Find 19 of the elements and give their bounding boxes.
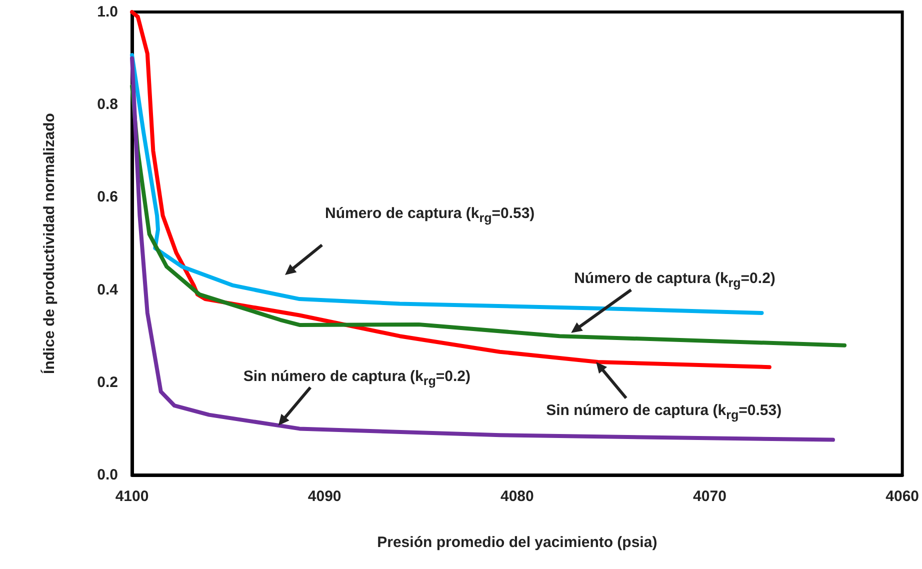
y-tick-label: 1.0 bbox=[97, 4, 118, 20]
annotation: Sin número de captura (k$_{rg}$=0.53) bbox=[546, 402, 782, 422]
line-series bbox=[130, 56, 835, 442]
x-tick-label: 4060 bbox=[886, 488, 920, 505]
annotation: Sin número de captura (k$_{rg}$=0.2) bbox=[243, 368, 471, 388]
x-tick-label: 4100 bbox=[115, 488, 149, 505]
annotation: Número de captura (k$_{rg}$=0.53) bbox=[325, 205, 535, 225]
line-series bbox=[130, 84, 847, 348]
x-tick-label: 4080 bbox=[500, 488, 534, 505]
y-tick-label: 0.4 bbox=[97, 281, 119, 298]
y-tick-label: 0.0 bbox=[97, 466, 118, 484]
y-axis-title: Índice de productividad normalizado bbox=[40, 113, 58, 374]
annotation: Número de captura (k$_{rg}$=0.2) bbox=[574, 270, 776, 290]
y-tick-label: 0.6 bbox=[97, 188, 118, 206]
x-axis-title: Presión promedio del yacimiento (psia) bbox=[377, 534, 658, 551]
x-tick-label: 4090 bbox=[308, 488, 342, 505]
y-tick-label: 0.2 bbox=[97, 374, 118, 391]
x-tick-label: 4070 bbox=[693, 488, 726, 505]
y-tick-label: 0.8 bbox=[97, 96, 118, 114]
